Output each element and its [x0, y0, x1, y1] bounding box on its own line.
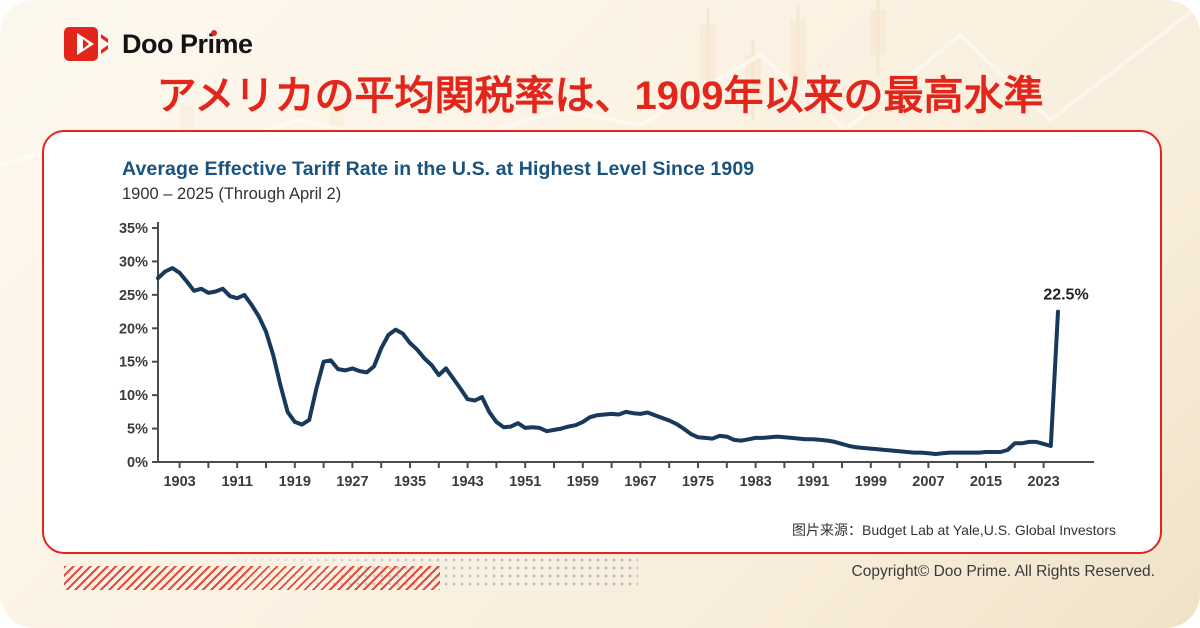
source-attribution: 图片来源：Budget Lab at Yale,U.S. Global Inve…	[792, 522, 1116, 538]
chart-title: Average Effective Tariff Rate in the U.S…	[122, 158, 755, 180]
y-tick-label: 30%	[119, 254, 148, 270]
x-tick-label: 1919	[279, 474, 311, 490]
doo-prime-logo-icon	[64, 27, 108, 61]
x-tick-label: 1951	[509, 474, 541, 490]
x-tick-label: 1999	[855, 474, 887, 490]
page-title: アメリカの平均関税率は、1909年以来の最高水準	[156, 74, 1044, 118]
logo-i-dot-decoration	[211, 30, 217, 36]
x-tick-label: 1943	[451, 474, 483, 490]
chart-subtitle: 1900 – 2025 (Through April 2)	[122, 185, 342, 203]
copyright-text: Copyright© Doo Prime. All Rights Reserve…	[851, 563, 1155, 580]
brand-wordmark: Doo Prime	[122, 26, 253, 62]
brand-name-text: Doo Prime	[122, 29, 253, 59]
y-tick-label: 25%	[119, 288, 148, 304]
x-tick-label: 2015	[970, 474, 1002, 490]
x-tick-label: 1991	[797, 474, 829, 490]
x-tick-label: 1983	[739, 474, 771, 490]
y-tick-label: 35%	[119, 221, 148, 237]
x-tick-label: 2023	[1027, 474, 1059, 490]
y-tick-label: 15%	[119, 355, 148, 371]
brand-logo: Doo Prime	[64, 26, 253, 62]
x-tick-label: 1975	[682, 474, 714, 490]
y-tick-label: 20%	[119, 321, 148, 337]
x-tick-label: 1903	[163, 474, 195, 490]
tariff-line-chart: 0% 5% 10% 15% 20% 25% 30% 35% 1903 1911 1919 1927 19…	[119, 221, 1094, 490]
x-tick-label: 1927	[336, 474, 368, 490]
y-tick-label: 5%	[127, 422, 148, 438]
y-tick-label: 0%	[127, 455, 148, 471]
x-tick-label: 1935	[394, 474, 426, 490]
chart-card: 0% 5% 10% 15% 20% 25% 30% 35% 1903 1911 1919 1927 19…	[42, 130, 1162, 554]
x-tick-label: 1911	[221, 474, 252, 490]
peak-annotation: 22.5%	[1043, 287, 1088, 304]
x-tick-label: 2007	[912, 474, 944, 490]
x-tick-label: 1967	[624, 474, 656, 490]
stripe-pattern-decoration	[64, 566, 440, 590]
y-tick-label: 10%	[119, 388, 148, 404]
x-tick-label: 1959	[567, 474, 599, 490]
tariff-rate-line	[156, 266, 1060, 456]
